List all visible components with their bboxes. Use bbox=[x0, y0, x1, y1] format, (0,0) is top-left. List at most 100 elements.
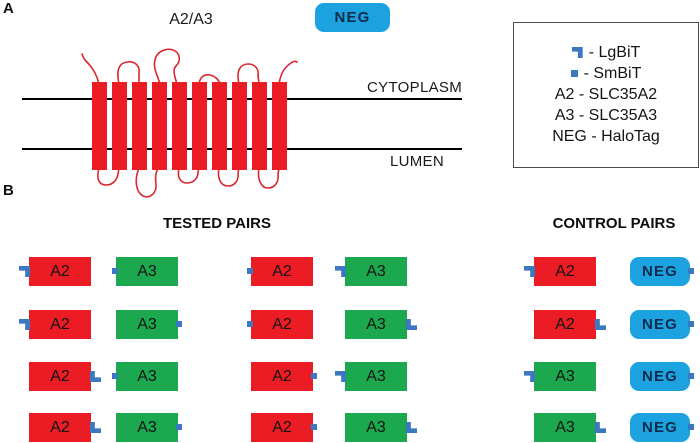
a3-pair-box: A3 bbox=[116, 310, 178, 339]
legend-text: A2 - SLC35A2 bbox=[554, 85, 658, 103]
legend-row-neg: NEG - HaloTag bbox=[514, 126, 698, 147]
smbit-tag-icon bbox=[311, 373, 317, 379]
a2-pair-box: A2 bbox=[534, 257, 596, 286]
legend-text: - LgBiT bbox=[588, 43, 641, 61]
pair-box-label: A3 bbox=[555, 367, 575, 385]
bottom-loop-5 bbox=[257, 167, 280, 189]
lgbit-tag-icon bbox=[524, 266, 535, 277]
pair-box-label: A3 bbox=[137, 262, 157, 280]
lgbit-icon bbox=[571, 47, 583, 58]
lgbit-tag-icon bbox=[524, 371, 535, 382]
neg-pair-box: NEG bbox=[630, 257, 690, 286]
a3-pair-box: A3 bbox=[534, 362, 596, 391]
helix-bar bbox=[172, 82, 187, 170]
smbit-icon bbox=[570, 70, 578, 77]
a3-pair-box: A3 bbox=[116, 362, 178, 391]
pair-box-label: A3 bbox=[366, 367, 386, 385]
smbit-tag-icon bbox=[688, 424, 694, 430]
pair-box-label: A2 bbox=[50, 262, 70, 280]
helix-bar bbox=[132, 82, 147, 170]
lgbit-tag-icon bbox=[406, 422, 417, 433]
a2-pair-box: A2 bbox=[29, 362, 91, 391]
a2-pair-box: A2 bbox=[251, 362, 313, 391]
neg-pair-box: NEG bbox=[630, 362, 690, 391]
a2-pair-box: A2 bbox=[29, 257, 91, 286]
smbit-tag-icon bbox=[112, 373, 118, 379]
lgbit-tag-icon bbox=[595, 422, 606, 433]
a3-pair-box: A3 bbox=[345, 257, 407, 286]
a3-pair-box: A3 bbox=[116, 413, 178, 442]
pair-box-label: A3 bbox=[137, 418, 157, 436]
pair-box-label: A2 bbox=[272, 367, 292, 385]
smbit-tag-icon bbox=[311, 424, 317, 430]
smbit-tag-icon bbox=[688, 268, 694, 274]
top-loop-1 bbox=[117, 61, 140, 85]
bottom-loop-2 bbox=[135, 167, 159, 198]
lgbit-tag-icon bbox=[406, 319, 417, 330]
smbit-tag-icon bbox=[176, 424, 182, 430]
helix-bar bbox=[112, 82, 127, 170]
smbit-tag-icon bbox=[247, 268, 253, 274]
smbit-tag-icon bbox=[688, 321, 694, 327]
pair-box-label: NEG bbox=[641, 368, 679, 385]
bottom-loop-1 bbox=[97, 167, 120, 186]
legend-row-smbit: - SmBiT bbox=[514, 63, 698, 84]
pair-box-label: A2 bbox=[272, 418, 292, 436]
a2-pair-box: A2 bbox=[251, 413, 313, 442]
pair-box-label: A3 bbox=[137, 315, 157, 333]
pair-box-label: NEG bbox=[641, 316, 679, 333]
lgbit-tag-icon bbox=[335, 371, 346, 382]
c-terminus-tail bbox=[278, 60, 298, 85]
smbit-tag-icon bbox=[247, 321, 253, 327]
smbit-tag-icon bbox=[176, 321, 182, 327]
helix-bar bbox=[92, 82, 107, 170]
smbit-tag-icon bbox=[112, 268, 118, 274]
legend-row-a2: A2 - SLC35A2 bbox=[514, 84, 698, 105]
lgbit-tag-icon bbox=[335, 266, 346, 277]
a3-pair-box: A3 bbox=[345, 310, 407, 339]
pair-box-label: NEG bbox=[641, 263, 679, 280]
helix-bar bbox=[152, 82, 167, 170]
a3-pair-box: A3 bbox=[345, 413, 407, 442]
neg-halotag-box: NEG bbox=[315, 3, 390, 32]
pair-box-label: A3 bbox=[555, 418, 575, 436]
bottom-loop-4 bbox=[217, 167, 240, 187]
neg-pair-box: NEG bbox=[630, 413, 690, 442]
pair-box-label: A2 bbox=[555, 315, 575, 333]
pair-box-label: A2 bbox=[272, 315, 292, 333]
helix-bar bbox=[212, 82, 227, 170]
legend-row-a3: A3 - SLC35A3 bbox=[514, 105, 698, 126]
helix-bar bbox=[192, 82, 207, 170]
top-loop-4 bbox=[237, 63, 260, 85]
top-loop-2 bbox=[153, 48, 181, 85]
control-pairs-heading: CONTROL PAIRS bbox=[552, 215, 676, 232]
lumen-label: LUMEN bbox=[389, 153, 444, 170]
legend-row-lgbit: - LgBiT bbox=[514, 42, 698, 63]
a3-pair-box: A3 bbox=[116, 257, 178, 286]
pair-box-label: A2 bbox=[50, 367, 70, 385]
a2-pair-box: A2 bbox=[29, 310, 91, 339]
pair-box-label: A2 bbox=[50, 418, 70, 436]
a3-pair-box: A3 bbox=[345, 362, 407, 391]
legend-box: - LgBiT - SmBiT A2 - SLC35A2 A3 - SLC35A… bbox=[513, 22, 699, 168]
legend-text: A3 - SLC35A3 bbox=[554, 106, 658, 124]
pair-box-label: A3 bbox=[366, 262, 386, 280]
cytoplasm-label: CYTOPLASM bbox=[367, 79, 462, 96]
tested-pairs-heading: TESTED PAIRS bbox=[162, 215, 272, 232]
neg-halotag-box-label: NEG bbox=[334, 9, 371, 26]
legend-text: NEG - HaloTag bbox=[552, 127, 660, 145]
bottom-loop-3 bbox=[177, 167, 200, 184]
lgbit-tag-icon bbox=[19, 319, 30, 330]
pair-box-label: NEG bbox=[641, 419, 679, 436]
a2-pair-box: A2 bbox=[29, 413, 91, 442]
a3-pair-box: A3 bbox=[534, 413, 596, 442]
neg-pair-box: NEG bbox=[630, 310, 690, 339]
a2-pair-box: A2 bbox=[534, 310, 596, 339]
helix-bar bbox=[252, 82, 267, 170]
panel-b-label: B bbox=[3, 182, 14, 199]
a2-pair-box: A2 bbox=[251, 257, 313, 286]
lgbit-tag-icon bbox=[19, 266, 30, 277]
helix-bar bbox=[232, 82, 247, 170]
pair-box-label: A3 bbox=[366, 418, 386, 436]
lgbit-tag-icon bbox=[90, 422, 101, 433]
